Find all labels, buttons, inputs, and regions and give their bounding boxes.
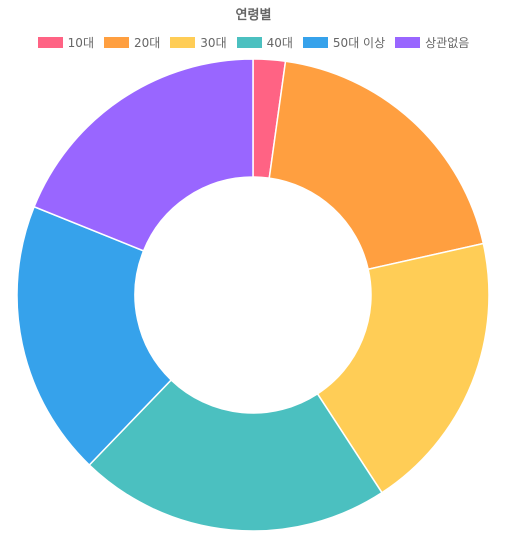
legend-item-any[interactable]: 상관없음 — [395, 34, 469, 51]
chart-title: 연령별 — [235, 8, 272, 23]
donut-slice-2[interactable] — [268, 60, 485, 271]
legend-swatch-40s — [236, 37, 262, 48]
legend-item-30s[interactable]: 30대 — [170, 34, 227, 51]
donut-slice-5[interactable] — [16, 205, 173, 467]
legend-item-50s-plus[interactable]: 50대 이상 — [302, 34, 386, 51]
legend-item-40s[interactable]: 40대 — [236, 34, 293, 51]
legend-label-30s: 30대 — [200, 36, 227, 50]
legend-label-20s: 20대 — [133, 36, 161, 50]
legend-swatch-10s — [37, 37, 63, 48]
legend-label-40s: 40대 — [266, 36, 293, 50]
legend: 10대 20대 30대 40대 50대 이상 상관없음 — [0, 34, 507, 51]
legend-swatch-any — [395, 37, 421, 48]
legend-swatch-20s — [103, 37, 129, 48]
legend-item-10s[interactable]: 10대 — [37, 34, 94, 51]
legend-item-20s[interactable]: 20대 — [103, 34, 161, 51]
legend-label-50s-plus: 50대 이상 — [332, 36, 386, 50]
donut-slice-6[interactable] — [33, 58, 254, 252]
legend-swatch-50s-plus — [302, 37, 328, 48]
donut-slice-3[interactable] — [316, 242, 490, 494]
legend-swatch-30s — [170, 37, 196, 48]
legend-label-any: 상관없음 — [425, 36, 470, 50]
legend-label-10s: 10대 — [67, 36, 94, 50]
donut-slice-4[interactable] — [88, 378, 383, 532]
